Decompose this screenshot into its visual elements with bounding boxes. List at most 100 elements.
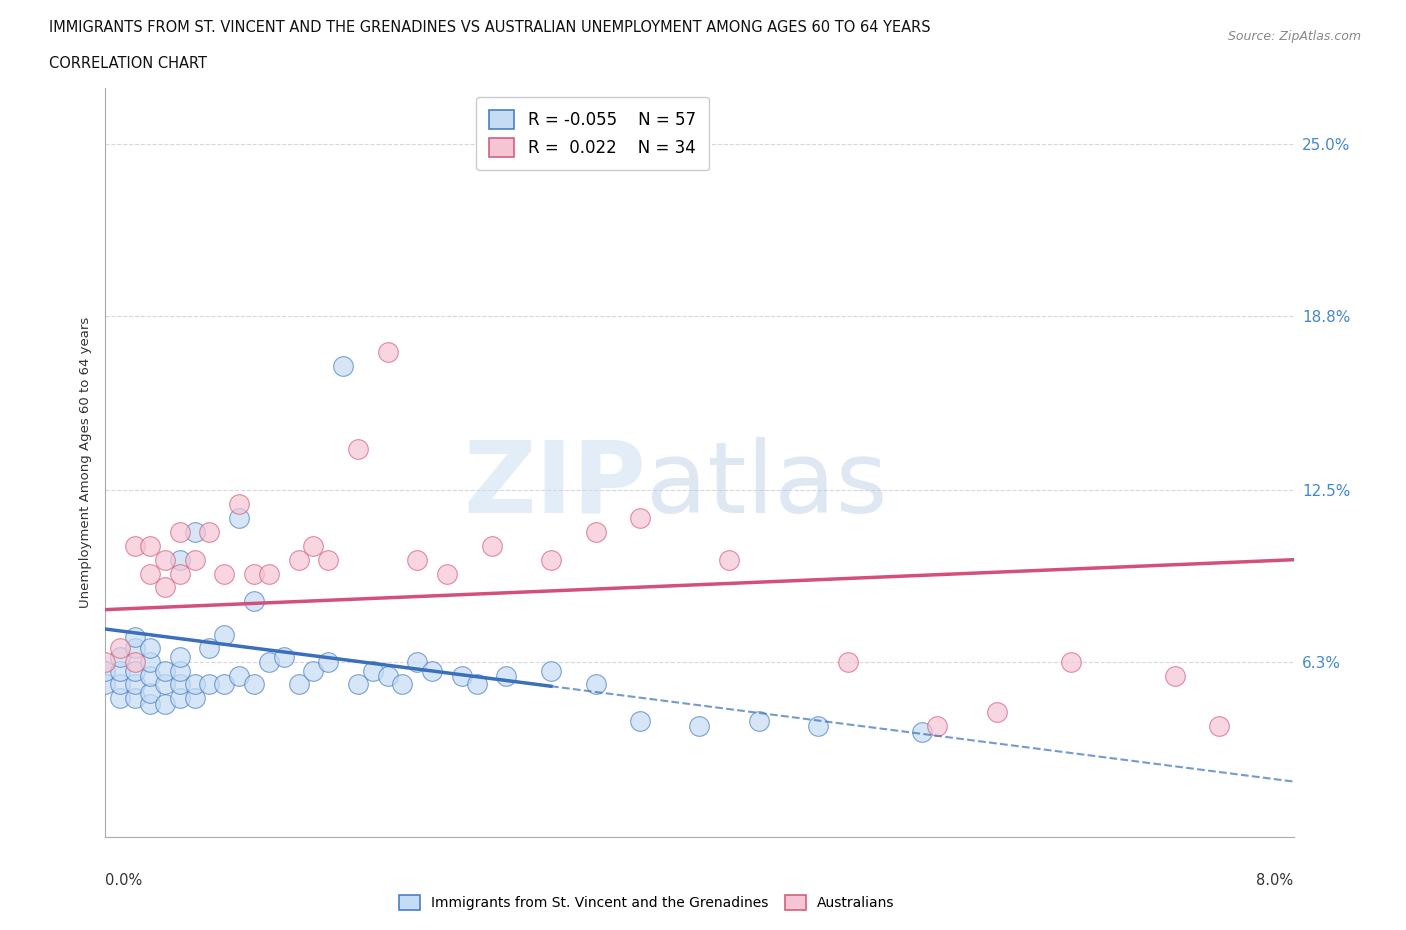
Point: [124, 663, 146, 678]
Point: [927, 719, 949, 734]
Point: [302, 538, 325, 553]
Point: [183, 677, 205, 692]
Point: [110, 641, 132, 656]
Point: [361, 663, 384, 678]
Point: [406, 655, 429, 670]
Point: [139, 697, 162, 711]
Point: [986, 705, 1008, 720]
Text: Source: ZipAtlas.com: Source: ZipAtlas.com: [1227, 30, 1361, 43]
Point: [169, 663, 191, 678]
Point: [169, 691, 191, 706]
Point: [257, 655, 280, 670]
Point: [243, 594, 266, 609]
Point: [198, 641, 221, 656]
Point: [124, 630, 146, 644]
Point: [139, 669, 162, 684]
Point: [585, 677, 607, 692]
Text: atlas: atlas: [645, 436, 887, 534]
Point: [465, 677, 488, 692]
Point: [718, 552, 741, 567]
Point: [628, 713, 651, 728]
Point: [94, 663, 117, 678]
Point: [228, 497, 250, 512]
Text: 0.0%: 0.0%: [105, 873, 142, 888]
Point: [183, 525, 205, 539]
Point: [481, 538, 503, 553]
Point: [169, 677, 191, 692]
Point: [807, 719, 830, 734]
Point: [153, 552, 176, 567]
Legend: Immigrants from St. Vincent and the Grenadines, Australians: Immigrants from St. Vincent and the Gren…: [394, 889, 900, 916]
Point: [94, 655, 117, 670]
Point: [243, 566, 266, 581]
Point: [228, 511, 250, 525]
Point: [377, 669, 399, 684]
Point: [540, 663, 562, 678]
Point: [94, 677, 117, 692]
Point: [495, 669, 517, 684]
Point: [124, 677, 146, 692]
Point: [391, 677, 413, 692]
Point: [110, 649, 132, 664]
Point: [153, 580, 176, 595]
Text: IMMIGRANTS FROM ST. VINCENT AND THE GRENADINES VS AUSTRALIAN UNEMPLOYMENT AMONG : IMMIGRANTS FROM ST. VINCENT AND THE GREN…: [49, 20, 931, 35]
Point: [287, 677, 309, 692]
Y-axis label: Unemployment Among Ages 60 to 64 years: Unemployment Among Ages 60 to 64 years: [79, 317, 91, 608]
Point: [540, 552, 562, 567]
Point: [169, 525, 191, 539]
Point: [124, 691, 146, 706]
Point: [420, 663, 443, 678]
Point: [1060, 655, 1083, 670]
Point: [450, 669, 472, 684]
Point: [377, 344, 399, 359]
Point: [228, 669, 250, 684]
Point: [110, 677, 132, 692]
Point: [183, 552, 205, 567]
Point: [110, 691, 132, 706]
Point: [169, 566, 191, 581]
Point: [1164, 669, 1187, 684]
Point: [198, 677, 221, 692]
Point: [316, 552, 339, 567]
Point: [198, 525, 221, 539]
Point: [139, 655, 162, 670]
Point: [347, 442, 370, 457]
Point: [214, 627, 236, 642]
Point: [302, 663, 325, 678]
Text: 8.0%: 8.0%: [1257, 873, 1294, 888]
Point: [243, 677, 266, 692]
Point: [347, 677, 370, 692]
Point: [139, 538, 162, 553]
Text: ZIP: ZIP: [463, 436, 645, 534]
Point: [214, 566, 236, 581]
Point: [124, 655, 146, 670]
Point: [124, 641, 146, 656]
Point: [316, 655, 339, 670]
Point: [628, 511, 651, 525]
Point: [153, 697, 176, 711]
Point: [153, 677, 176, 692]
Point: [1208, 719, 1230, 734]
Point: [139, 566, 162, 581]
Point: [689, 719, 711, 734]
Point: [273, 649, 295, 664]
Point: [332, 358, 354, 373]
Legend: R = -0.055    N = 57, R =  0.022    N = 34: R = -0.055 N = 57, R = 0.022 N = 34: [477, 97, 709, 170]
Point: [169, 552, 191, 567]
Point: [183, 691, 205, 706]
Point: [911, 724, 934, 739]
Point: [214, 677, 236, 692]
Point: [436, 566, 458, 581]
Point: [748, 713, 770, 728]
Point: [139, 685, 162, 700]
Point: [287, 552, 309, 567]
Point: [169, 649, 191, 664]
Point: [153, 663, 176, 678]
Text: CORRELATION CHART: CORRELATION CHART: [49, 56, 207, 71]
Point: [837, 655, 859, 670]
Point: [139, 641, 162, 656]
Point: [406, 552, 429, 567]
Point: [257, 566, 280, 581]
Point: [585, 525, 607, 539]
Point: [124, 538, 146, 553]
